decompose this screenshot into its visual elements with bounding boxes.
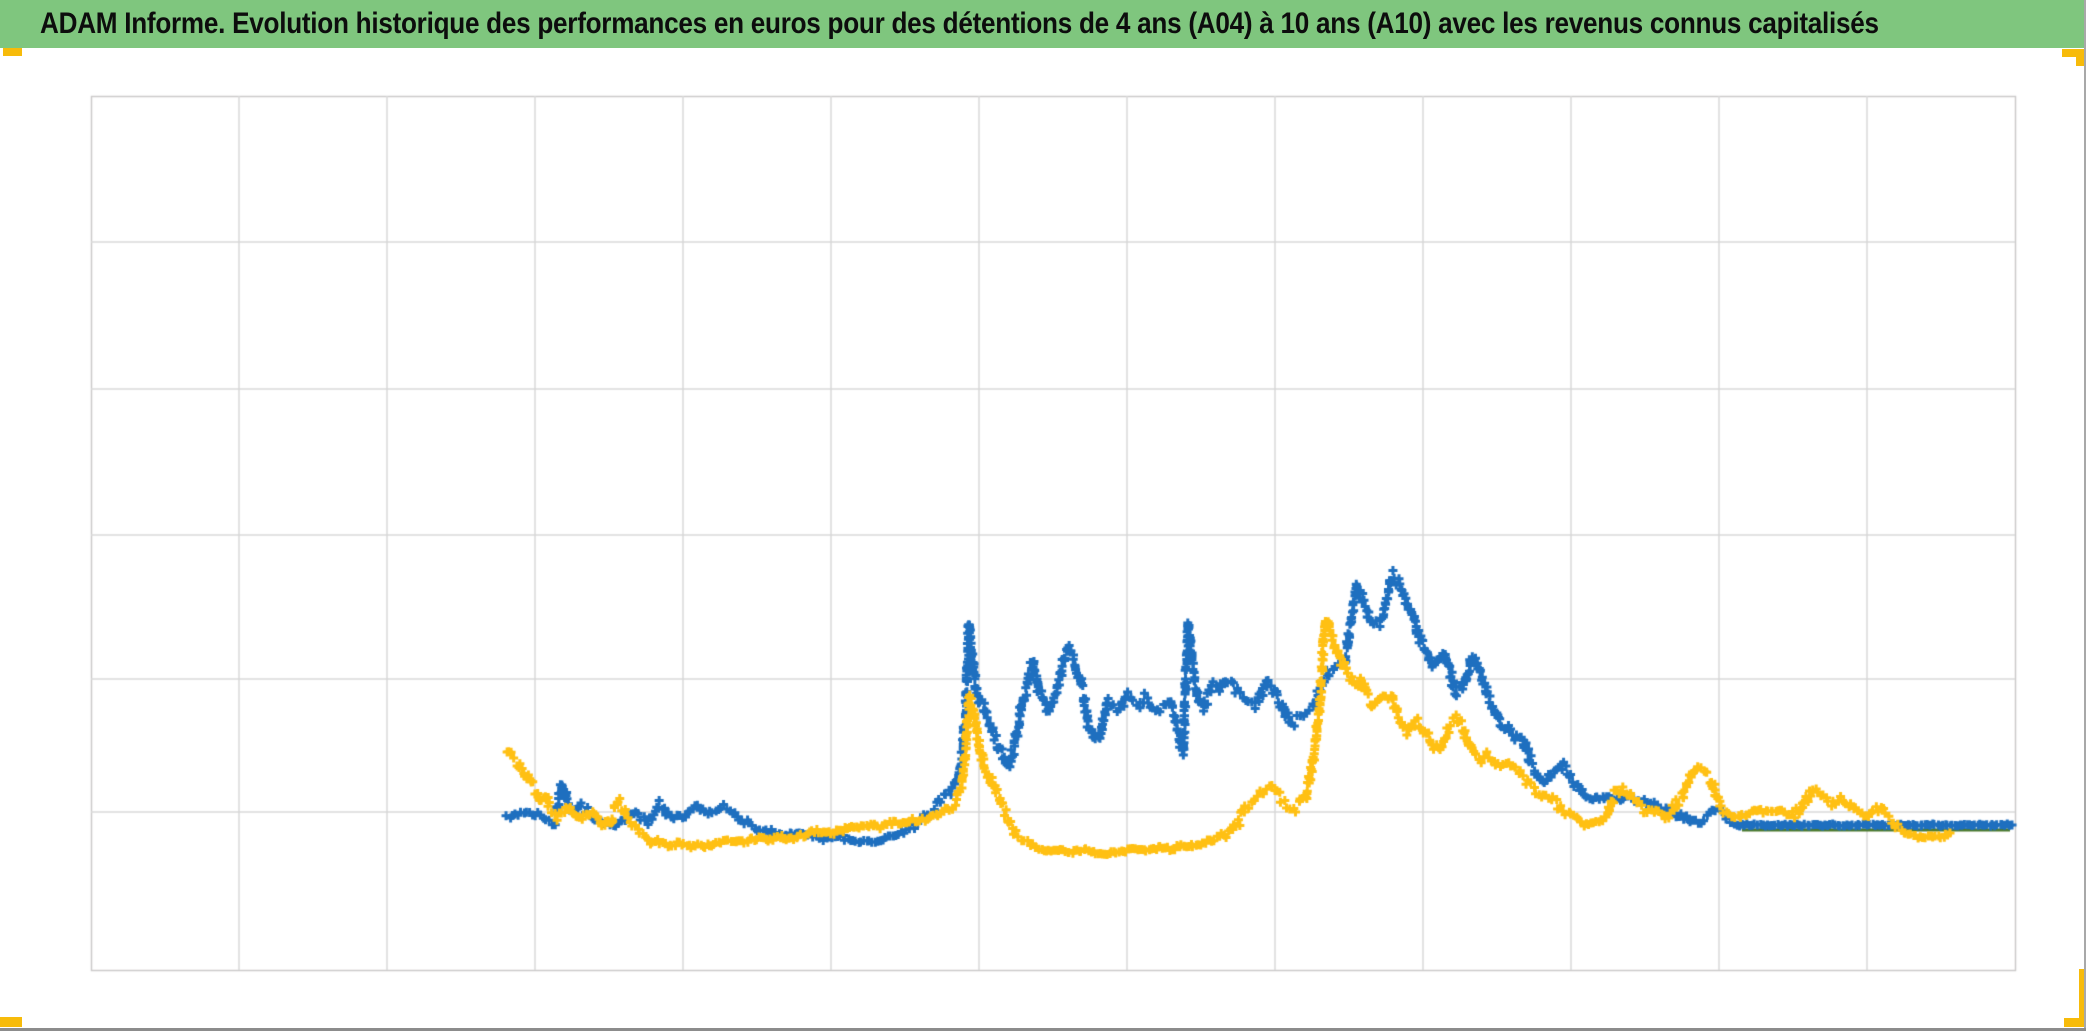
- corner-mark-top-left: [3, 48, 22, 56]
- corner-mark-bottom-right-vertical: [2079, 969, 2086, 1027]
- page-title: ADAM Informe. Evolution historique des p…: [40, 7, 1879, 40]
- corner-mark-bottom-left: [0, 1017, 22, 1027]
- corner-mark-top-right-vertical: [2076, 49, 2084, 66]
- corner-mark-top-right-horizontal: [2062, 49, 2084, 57]
- corner-mark-bottom-right-horizontal: [2064, 1018, 2086, 1027]
- window-bottom-border: [0, 1028, 2086, 1031]
- window-right-border: [2084, 0, 2086, 1031]
- title-bar: ADAM Informe. Evolution historique des p…: [0, 0, 2084, 48]
